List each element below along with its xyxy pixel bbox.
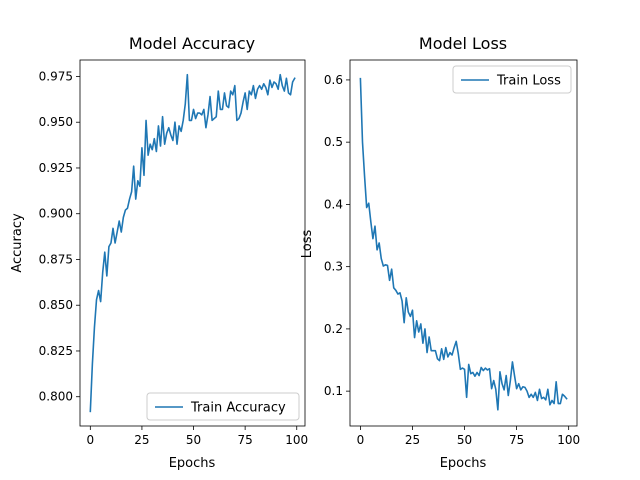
loss-x-tick-label: 75 <box>509 433 524 447</box>
loss-y-tick-label: 0.5 <box>324 135 343 149</box>
loss-legend-box <box>452 65 572 94</box>
loss-y-tick-label: 0.6 <box>324 73 343 87</box>
loss-x-tick-label: 0 <box>357 433 365 447</box>
loss-y-tick-label: 0.3 <box>324 260 343 274</box>
accuracy-x-tick-label: 0 <box>87 433 95 447</box>
loss-x-axis-label: Epochs <box>440 456 487 471</box>
loss-chart-title: Model Loss <box>419 34 507 53</box>
accuracy-y-tick-label: 0.850 <box>39 298 73 312</box>
accuracy-y-tick-label: 0.875 <box>39 252 73 266</box>
loss-y-tick-label: 0.4 <box>324 197 343 211</box>
accuracy-y-tick-label: 0.950 <box>39 115 73 129</box>
accuracy-legend: Train Accuracy <box>146 392 300 421</box>
accuracy-y-axis-label: Accuracy <box>10 213 25 273</box>
accuracy-y-tick-label: 0.825 <box>39 344 73 358</box>
loss-x-tick-label: 100 <box>557 433 580 447</box>
loss-legend-label: Train Loss <box>496 74 561 89</box>
accuracy-y-tick-label: 0.975 <box>39 69 73 83</box>
loss-x-tick-label: 25 <box>405 433 420 447</box>
accuracy-legend-box <box>146 392 300 421</box>
loss-y-tick-label: 0.2 <box>324 322 343 336</box>
loss-axes-frame <box>349 59 578 427</box>
loss-chart: Model Loss Epochs Loss 0 25 50 75 100 0.1 0.2 0… <box>300 34 580 471</box>
accuracy-legend-label: Train Accuracy <box>190 401 286 416</box>
loss-y-axis-label: Loss <box>300 230 315 259</box>
accuracy-x-axis-label: Epochs <box>169 456 216 471</box>
accuracy-y-tick-label: 0.925 <box>39 161 73 175</box>
accuracy-chart: Model Accuracy Epochs Accuracy 0 25 50 75 10… <box>10 34 308 471</box>
loss-y-tick-label: 0.1 <box>324 384 343 398</box>
accuracy-x-tick-label: 100 <box>285 433 308 447</box>
loss-x-tick-label: 50 <box>457 433 472 447</box>
accuracy-y-tick-label: 0.800 <box>39 390 73 404</box>
loss-series-line-0 <box>359 77 568 411</box>
accuracy-x-tick-label: 25 <box>134 433 149 447</box>
accuracy-x-tick-label: 75 <box>237 433 252 447</box>
accuracy-x-tick-label: 50 <box>186 433 201 447</box>
accuracy-chart-title: Model Accuracy <box>129 34 255 53</box>
accuracy-y-tick-label: 0.900 <box>39 207 73 221</box>
loss-legend: Train Loss <box>452 65 572 94</box>
accuracy-series-line-0 <box>89 73 296 413</box>
accuracy-axes-frame <box>79 59 306 427</box>
